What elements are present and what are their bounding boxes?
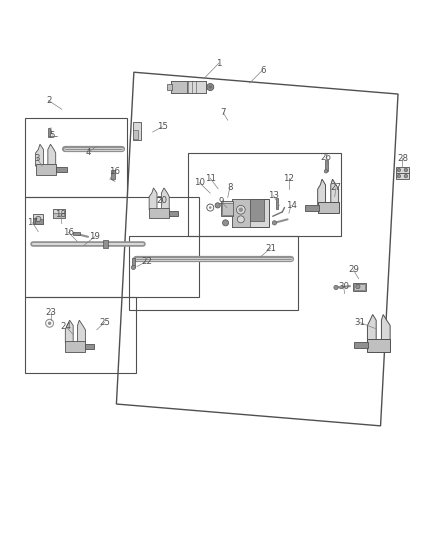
Polygon shape [65,341,85,352]
Polygon shape [318,179,325,205]
Bar [132,258,135,268]
Circle shape [46,319,53,327]
Circle shape [404,174,408,178]
Bar [171,82,206,93]
Circle shape [207,84,214,91]
Bar [103,240,108,248]
Polygon shape [35,164,56,175]
Bar [73,231,80,235]
Text: 20: 20 [157,196,168,205]
Text: 7: 7 [221,108,226,117]
Polygon shape [149,188,157,210]
Text: 4: 4 [85,148,91,157]
Bar [250,199,264,221]
Bar [134,130,138,139]
Bar [111,169,115,179]
Bar [276,198,279,209]
Text: 27: 27 [331,183,342,192]
Bar [48,128,50,138]
Circle shape [272,221,277,225]
Text: 10: 10 [194,178,205,187]
Bar [169,211,178,216]
Circle shape [131,265,136,270]
Bar [33,220,43,224]
Text: 24: 24 [61,322,72,331]
Bar [187,82,206,93]
Polygon shape [149,207,169,219]
Text: 2: 2 [46,96,52,105]
Text: 11: 11 [205,174,216,183]
Text: 14: 14 [286,201,297,210]
Circle shape [404,168,408,172]
Text: 5: 5 [49,131,55,140]
Text: 1: 1 [216,59,222,68]
Circle shape [48,321,51,325]
Text: 16: 16 [109,167,120,176]
Text: 9: 9 [219,197,224,206]
Text: 19: 19 [89,232,100,241]
Circle shape [237,205,245,214]
Text: 21: 21 [265,244,276,253]
Text: 18: 18 [56,211,67,220]
Circle shape [334,285,338,289]
Circle shape [239,207,243,212]
Circle shape [207,204,214,211]
Bar [133,123,141,140]
Text: 17: 17 [27,219,38,228]
Polygon shape [331,179,339,205]
Bar [56,167,67,172]
Polygon shape [65,320,73,343]
Circle shape [223,220,229,226]
Text: 25: 25 [99,318,110,327]
Text: 6: 6 [260,66,265,75]
Polygon shape [35,144,43,166]
Text: 8: 8 [227,182,233,191]
Bar [222,203,233,215]
Circle shape [237,216,244,223]
Polygon shape [367,338,390,352]
Bar [354,342,368,348]
Text: 22: 22 [141,257,152,266]
Bar [325,160,328,171]
Bar [354,284,365,289]
Bar [53,209,65,219]
Bar [305,205,318,211]
Text: 13: 13 [268,191,279,200]
Text: 3: 3 [34,154,40,163]
Bar [171,82,187,93]
Text: 29: 29 [348,265,359,274]
Polygon shape [367,314,376,341]
Polygon shape [48,144,56,166]
Bar [396,166,410,173]
Bar [232,199,250,227]
Text: 28: 28 [397,154,408,163]
Circle shape [215,203,220,208]
Polygon shape [161,188,169,210]
Circle shape [397,174,401,178]
Bar [85,344,94,349]
Polygon shape [318,203,339,213]
Bar [353,282,366,290]
Circle shape [356,285,360,289]
Circle shape [35,216,41,222]
Text: 30: 30 [338,281,349,290]
Bar [232,199,269,227]
Bar [221,201,233,216]
Circle shape [324,169,328,173]
Circle shape [397,168,401,172]
Bar [33,214,43,224]
Text: 23: 23 [46,308,57,317]
Text: 26: 26 [321,153,332,162]
Circle shape [208,85,212,89]
Polygon shape [381,314,390,341]
Bar [396,173,410,179]
Text: 31: 31 [354,318,365,327]
Bar [166,84,172,90]
Bar [53,213,65,217]
Text: 16: 16 [63,228,74,237]
Text: 12: 12 [283,174,294,183]
Text: 15: 15 [157,122,168,131]
Circle shape [209,206,212,209]
Polygon shape [78,320,85,343]
